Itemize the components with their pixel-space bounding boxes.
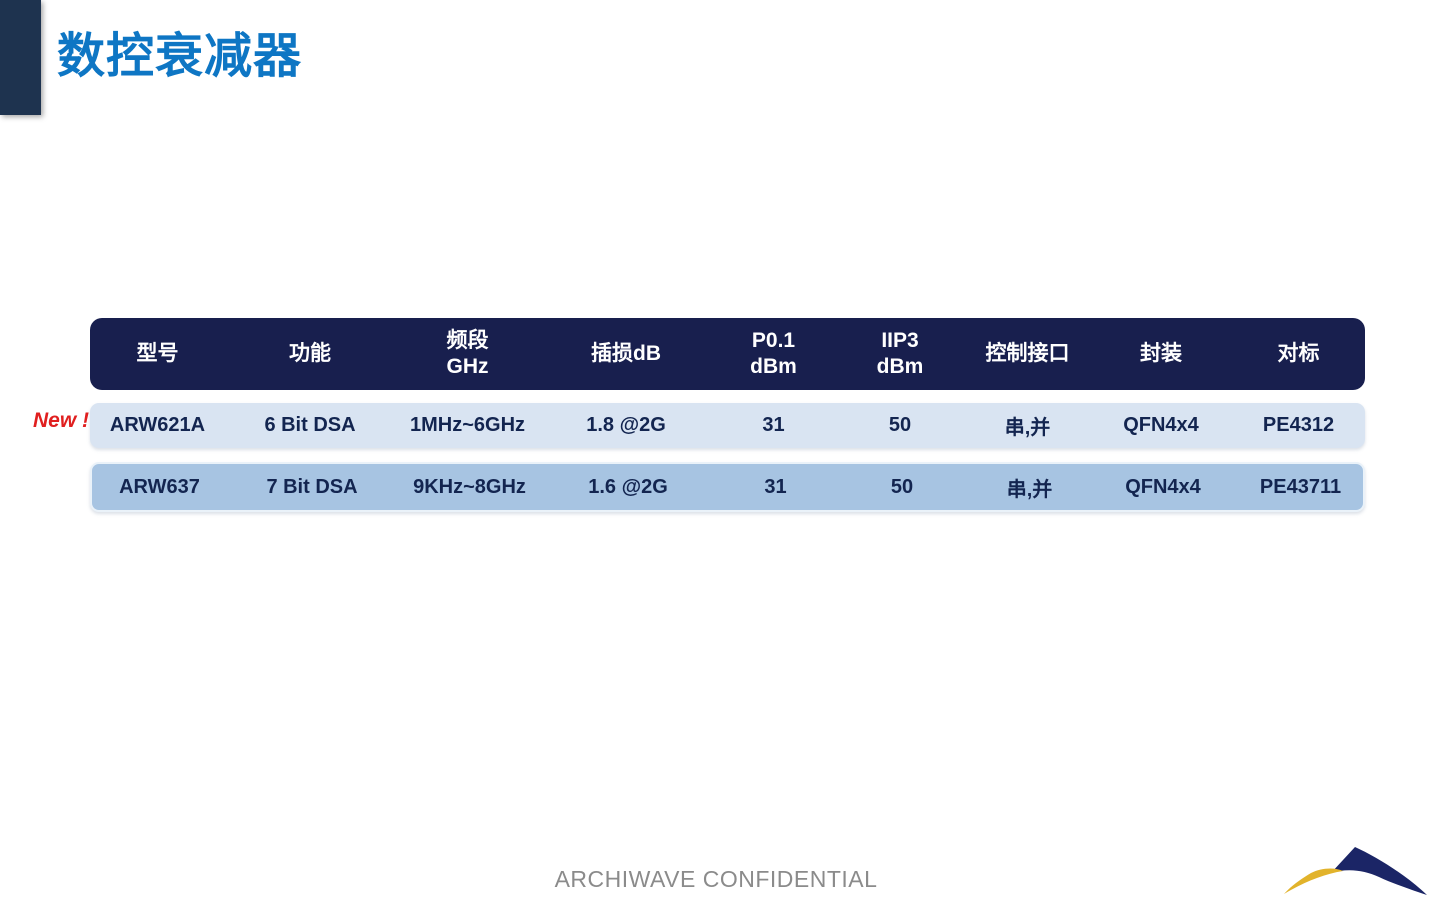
table-body: ARW621A 6 Bit DSA 1MHz~6GHz 1.8 @2G 31 50 串,并 Q…: [90, 403, 1365, 512]
header-cell: 插损dB: [591, 342, 661, 365]
table-cell: 1.8 @2G: [586, 414, 666, 436]
logo-mountain-shape: [1331, 847, 1427, 895]
table-cell: QFN4x4: [1123, 414, 1199, 436]
header-cell: 控制接口: [985, 342, 1070, 365]
header-cell: 对标: [1277, 342, 1320, 365]
table-row: ARW637 7 Bit DSA 9KHz~8GHz 1.6 @2G 31 50 串,并 QF…: [90, 462, 1365, 512]
table-cell: 31: [764, 475, 787, 498]
table-row: ARW621A 6 Bit DSA 1MHz~6GHz 1.8 @2G 31 50 串,并 Q…: [90, 403, 1365, 448]
confidential-footer: ARCHIWAVE CONFIDENTIAL: [554, 866, 878, 892]
table-cell: 50: [888, 414, 912, 436]
table-cell: 串,并: [1004, 417, 1051, 439]
header-cell: 型号: [136, 342, 179, 365]
header-cell: IIP3 dBm: [876, 329, 924, 378]
title-accent-bar: [0, 0, 41, 115]
table-cell: 1MHz~6GHz: [409, 414, 526, 436]
header-cell: 封装: [1140, 342, 1182, 365]
table-cell: 31: [762, 414, 785, 436]
header-cell: 功能: [289, 342, 331, 365]
product-table: 型号 功能 频段 GHz 插损dB P0.1 dBm IIP3 dBm 控制接口 封装 对标 ARW6…: [90, 318, 1365, 512]
table-cell: ARW637: [119, 475, 200, 498]
table-cell: 1.6 @2G: [588, 475, 668, 498]
table-cell: PE43711: [1259, 475, 1342, 498]
logo-swoosh-shape: [1284, 868, 1343, 894]
table-cell: QFN4x4: [1125, 475, 1201, 498]
new-badge: New !: [33, 409, 90, 432]
table-cell: 50: [890, 475, 914, 498]
table-cell: ARW621A: [109, 414, 206, 436]
archiwave-logo: [1284, 847, 1427, 895]
header-cell: P0.1 dBm: [750, 329, 797, 378]
table-cell: 7 Bit DSA: [266, 475, 358, 498]
page-title: 数控衰减器: [57, 30, 303, 83]
table-cell: PE4312: [1262, 414, 1335, 436]
header-cell: 频段 GHz: [446, 329, 489, 378]
table-cell: 6 Bit DSA: [264, 414, 356, 436]
table-cell: 9KHz~8GHz: [413, 475, 526, 498]
table-cell: 串,并: [1006, 478, 1053, 501]
table-header-row: 型号 功能 频段 GHz 插损dB P0.1 dBm IIP3 dBm 控制接口 封装 对标: [90, 318, 1365, 390]
